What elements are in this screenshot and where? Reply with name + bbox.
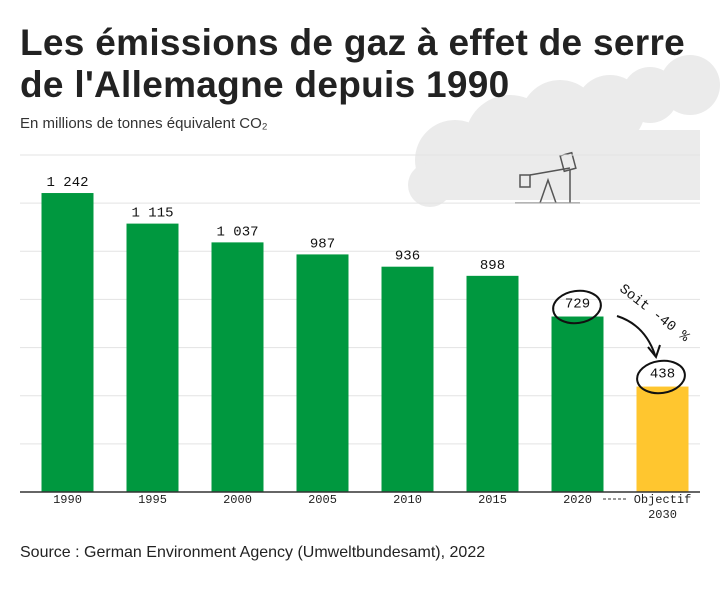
chart-title: Les émissions de gaz à effet de serre de… xyxy=(20,22,686,105)
bar xyxy=(381,266,434,492)
bar xyxy=(211,242,264,492)
x-tick-label: 2010 xyxy=(393,493,422,507)
bar xyxy=(636,386,689,492)
x-tick-label: 2020 xyxy=(563,493,592,507)
value-label: 987 xyxy=(310,236,335,252)
highlight-circle xyxy=(636,359,686,395)
value-label: 898 xyxy=(480,258,505,274)
x-tick-label: 1990 xyxy=(53,493,82,507)
bar xyxy=(296,254,349,492)
annotation: Soit -40 % xyxy=(616,281,693,346)
value-label: 1 242 xyxy=(46,175,88,191)
highlight-circle xyxy=(552,289,602,325)
x-tick-label: 2000 xyxy=(223,493,252,507)
value-label: 1 115 xyxy=(131,206,173,222)
source: Source : German Environment Agency (Umwe… xyxy=(20,544,486,561)
x-tick-label: 2005 xyxy=(308,493,337,507)
value-label: 936 xyxy=(395,249,420,265)
value-label: 729 xyxy=(565,297,590,313)
bar xyxy=(41,193,94,493)
bar xyxy=(551,316,604,492)
x-tick-label: 1995 xyxy=(138,493,167,507)
x-tick-label: 2015 xyxy=(478,493,507,507)
arrow xyxy=(616,315,656,356)
value-label: 438 xyxy=(650,367,675,383)
chart-subtitle: En millions de tonnes équivalent CO₂ xyxy=(20,115,268,132)
cloud-icon xyxy=(408,55,720,207)
bar xyxy=(466,275,519,492)
value-label: 1 037 xyxy=(216,224,258,240)
x-tick-label: Objectif 2030 xyxy=(633,493,692,522)
arrow-head xyxy=(647,344,661,360)
bar xyxy=(126,223,179,492)
